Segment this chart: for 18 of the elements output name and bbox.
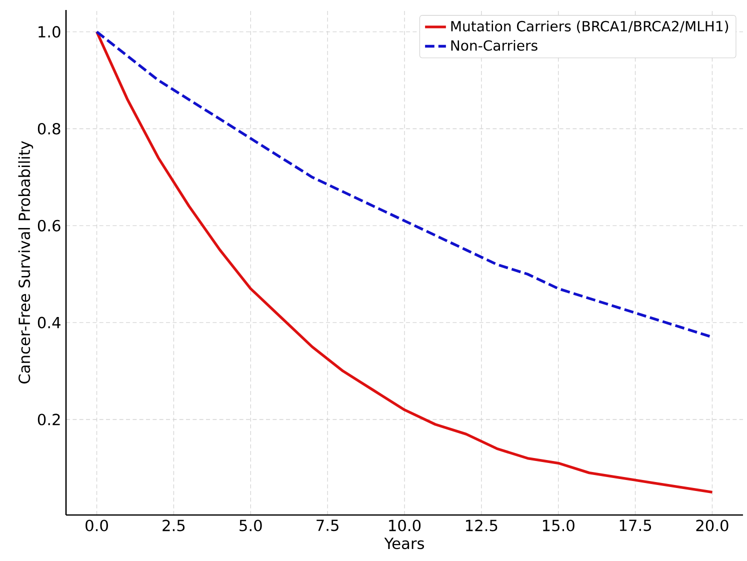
legend-label: Mutation Carriers (BRCA1/BRCA2/MLH1) xyxy=(451,20,728,34)
x-tick-label: 12.5 xyxy=(466,520,498,532)
y-tick-label: 0.8 xyxy=(38,122,60,135)
y-tick-label: 1.0 xyxy=(38,26,60,38)
x-axis-title: Years xyxy=(384,538,424,550)
x-tick-label: 17.5 xyxy=(620,520,652,532)
x-tick-label: 2.5 xyxy=(162,520,185,532)
y-axis-title: Cancer-Free Survival Probability xyxy=(18,141,34,384)
x-tick-label: 20.0 xyxy=(696,520,728,532)
legend-label: Non-Carriers xyxy=(451,40,538,51)
x-tick-label: 7.5 xyxy=(316,520,338,532)
y-tick-label: 0.6 xyxy=(38,220,60,232)
y-tick-label: 0.4 xyxy=(38,316,60,328)
x-tick-label: 0.0 xyxy=(86,520,108,532)
x-tick-label: 10.0 xyxy=(389,520,421,532)
x-tick-label: 5.0 xyxy=(240,520,262,532)
y-tick-label: 0.2 xyxy=(38,414,60,426)
x-tick-label: 15.0 xyxy=(542,520,574,532)
